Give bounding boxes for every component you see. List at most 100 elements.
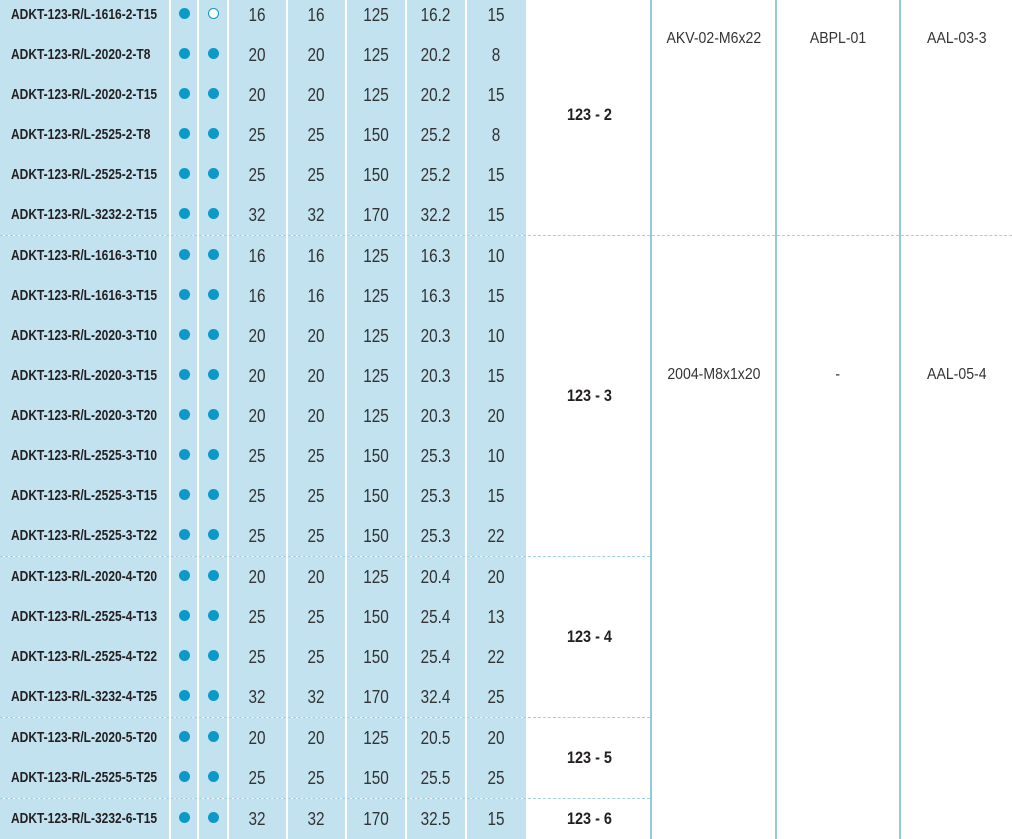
value: 125 [363, 406, 389, 427]
value: 25 [249, 647, 266, 668]
product-code: ADKT-123-R/L-1616-3-T10 [11, 247, 157, 264]
product-code-cell: ADKT-123-R/L-2020-4-T20 [0, 557, 170, 598]
value: 15 [488, 366, 505, 387]
availability-cell [170, 396, 198, 436]
availability-cell [170, 799, 198, 839]
value-cell: 150 [346, 597, 406, 637]
value-cell: 125 [346, 35, 406, 75]
value-cell: 25.5 [406, 758, 466, 799]
value: 125 [363, 728, 389, 749]
value-cell: 20.3 [406, 316, 466, 356]
value: 125 [363, 246, 389, 267]
availability-cell [170, 516, 198, 557]
availability-cell [170, 155, 198, 195]
value-cell: 25 [228, 155, 287, 195]
value: 20 [249, 567, 266, 588]
value-cell: 25.4 [406, 597, 466, 637]
availability-cell [170, 316, 198, 356]
availability-cell [170, 115, 198, 155]
product-code: ADKT-123-R/L-1616-3-T15 [11, 287, 157, 304]
value-cell: 15 [466, 155, 527, 195]
product-code-cell: ADKT-123-R/L-2020-3-T10 [0, 316, 170, 356]
filled-circle-icon [208, 650, 219, 661]
product-code-cell: ADKT-123-R/L-2020-5-T20 [0, 718, 170, 759]
filled-circle-icon [208, 771, 219, 782]
filled-circle-icon [179, 249, 190, 260]
product-code-cell: ADKT-123-R/L-2525-4-T22 [0, 637, 170, 677]
value-cell: 20 [228, 557, 287, 598]
filled-circle-icon [208, 489, 219, 500]
value-cell: 32 [287, 799, 346, 839]
filled-circle-icon [208, 329, 219, 340]
filled-circle-icon [208, 128, 219, 139]
value: 20 [308, 728, 325, 749]
insert-group-cell: 123 - 6 [527, 799, 651, 839]
availability-cell [198, 195, 228, 236]
availability-cell [198, 396, 228, 436]
value-cell: 15 [466, 476, 527, 516]
value: 16 [308, 246, 325, 267]
product-code-cell: ADKT-123-R/L-2525-2-T8 [0, 115, 170, 155]
value: 16 [308, 5, 325, 26]
value: 25 [308, 165, 325, 186]
value-cell: 25 [228, 516, 287, 557]
accessory-plate: ABPL-01 [810, 30, 866, 48]
value: 16.2 [421, 5, 451, 26]
value: 32 [249, 809, 266, 830]
availability-cell [198, 436, 228, 476]
value-cell: 150 [346, 637, 406, 677]
availability-cell [198, 597, 228, 637]
availability-cell [170, 356, 198, 396]
value-cell: 25 [228, 758, 287, 799]
value-cell: 125 [346, 276, 406, 316]
value: 25 [249, 768, 266, 789]
filled-circle-icon [208, 168, 219, 179]
value-cell: 20 [287, 396, 346, 436]
filled-circle-icon [208, 690, 219, 701]
value: 125 [363, 45, 389, 66]
value: 32.2 [421, 205, 451, 226]
insert-group-label: 123 - 6 [567, 809, 612, 829]
value: 25.3 [421, 446, 451, 467]
value: 22 [488, 647, 505, 668]
value-cell: 16 [228, 0, 287, 35]
value-cell: 8 [466, 115, 527, 155]
value: 10 [488, 326, 505, 347]
value-cell: 15 [466, 356, 527, 396]
value: 15 [488, 205, 505, 226]
value: 25 [308, 446, 325, 467]
value-cell: 25 [287, 115, 346, 155]
value-cell: 25 [228, 436, 287, 476]
value: 8 [492, 125, 501, 146]
value-cell: 32.2 [406, 195, 466, 236]
availability-cell [170, 75, 198, 115]
filled-circle-icon [179, 570, 190, 581]
value-cell: 25.3 [406, 436, 466, 476]
value: 125 [363, 286, 389, 307]
value: 15 [488, 165, 505, 186]
value: 15 [488, 486, 505, 507]
product-code: ADKT-123-R/L-3232-2-T15 [11, 206, 157, 223]
value-cell: 25.4 [406, 637, 466, 677]
value: 25 [488, 687, 505, 708]
value: 16 [249, 5, 266, 26]
product-code: ADKT-123-R/L-2525-3-T22 [11, 527, 157, 544]
value: 15 [488, 809, 505, 830]
value-cell: 25 [287, 758, 346, 799]
value-cell: 15 [466, 799, 527, 839]
availability-cell [170, 276, 198, 316]
availability-cell [198, 799, 228, 839]
value: 25 [308, 647, 325, 668]
value: 8 [492, 45, 501, 66]
availability-cell [198, 557, 228, 598]
value: 150 [363, 526, 389, 547]
value-cell: 150 [346, 115, 406, 155]
value: 150 [363, 647, 389, 668]
value-cell: 20 [287, 356, 346, 396]
filled-circle-icon [208, 731, 219, 742]
product-code: ADKT-123-R/L-2020-4-T20 [11, 568, 157, 585]
value: 16.3 [421, 286, 451, 307]
product-code: ADKT-123-R/L-2020-3-T15 [11, 367, 157, 384]
availability-cell [170, 677, 198, 718]
value-cell: 22 [466, 516, 527, 557]
